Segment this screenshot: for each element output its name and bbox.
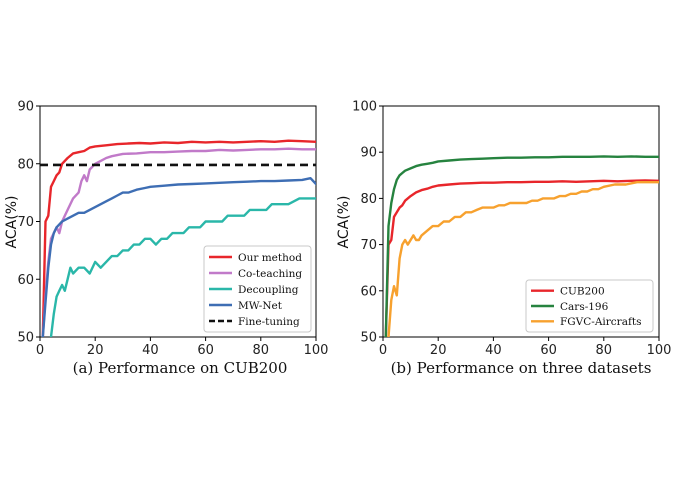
chart-cub200-legend-label: Decoupling bbox=[238, 284, 299, 296]
chart-cub200-ytick-label: 70 bbox=[17, 215, 34, 230]
chart-cub200-xtick-label: 100 bbox=[304, 343, 329, 358]
chart-cub200-title: (a) Performance on CUB200 bbox=[73, 359, 288, 377]
chart-cub200-legend-label: Our method bbox=[238, 252, 302, 264]
chart-cub200-series-our-method bbox=[41, 139, 316, 337]
chart-cub200-series-decoupling bbox=[49, 197, 316, 337]
chart-cub200-ytick-label: 60 bbox=[17, 273, 34, 288]
chart-three-datasets-xtick-label: 0 bbox=[379, 343, 387, 358]
chart-cub200-xtick-label: 40 bbox=[142, 343, 159, 358]
chart-cub200-legend-label: Co-teaching bbox=[238, 268, 302, 280]
chart-three-datasets-title: (b) Performance on three datasets bbox=[391, 359, 652, 377]
chart-cub200-legend: Our method Co-teaching Decoupling MW-Net Fin… bbox=[203, 245, 312, 333]
chart-three-datasets-xtick-label: 40 bbox=[485, 343, 502, 358]
chart-cub200-legend-label: Fine-tuning bbox=[238, 316, 300, 328]
chart-three-datasets-series-cub200 bbox=[384, 179, 659, 337]
chart-cub200-legend-label: MW-Net bbox=[238, 300, 283, 312]
chart-three-datasets-plot-frame bbox=[382, 105, 660, 338]
chart-three-datasets-series-cars-196 bbox=[384, 155, 659, 337]
chart-three-datasets-legend-label: Cars-196 bbox=[560, 301, 609, 313]
chart-cub200-series-co-teaching bbox=[41, 147, 316, 337]
chart-cub200-ytick-label: 80 bbox=[17, 157, 34, 172]
chart-three-datasets-ytick-label: 60 bbox=[360, 284, 377, 299]
chart-cub200-legend-box bbox=[203, 245, 312, 333]
chart-three-datasets: ACA(%) (b) Performance on three datasets… bbox=[336, 100, 671, 378]
chart-cub200-xtick-label: 60 bbox=[197, 343, 214, 358]
chart-three-datasets-ytick-label: 70 bbox=[360, 238, 377, 253]
chart-three-datasets-legend-box bbox=[525, 279, 654, 333]
chart-cub200-ytick-label: 50 bbox=[17, 331, 34, 346]
chart-three-datasets-series-fgvc-aircrafts bbox=[387, 180, 659, 337]
chart-three-datasets-ylabel: ACA(%) bbox=[336, 196, 352, 249]
chart-three-datasets-xtick-label: 20 bbox=[430, 343, 447, 358]
chart-cub200: ACA(%) (a) Performance on CUB200 0 20 40 60… bbox=[4, 100, 328, 378]
chart-three-datasets-ytick-label: 50 bbox=[360, 331, 377, 346]
chart-cub200-series-mw-net bbox=[41, 176, 316, 337]
chart-cub200-ylabel: ACA(%) bbox=[4, 196, 20, 249]
chart-cub200-xtick-label: 80 bbox=[253, 343, 270, 358]
chart-cub200-xtick-label: 20 bbox=[87, 343, 104, 358]
chart-three-datasets-xtick-label: 60 bbox=[540, 343, 557, 358]
chart-three-datasets-legend: CUB200 Cars-196 FGVC-Aircrafts bbox=[525, 279, 654, 333]
chart-three-datasets-ytick-label: 80 bbox=[360, 192, 377, 207]
chart-cub200-ytick-label: 90 bbox=[17, 100, 34, 115]
chart-three-datasets-xtick-label: 80 bbox=[596, 343, 613, 358]
chart-three-datasets-xtick-label: 100 bbox=[647, 343, 672, 358]
chart-three-datasets-legend-label: FGVC-Aircrafts bbox=[560, 316, 641, 328]
chart-three-datasets-legend-label: CUB200 bbox=[560, 285, 605, 297]
chart-three-datasets-ytick-label: 100 bbox=[352, 100, 377, 115]
chart-three-datasets-ytick-label: 90 bbox=[360, 146, 377, 161]
chart-cub200-xtick-label: 0 bbox=[36, 343, 44, 358]
